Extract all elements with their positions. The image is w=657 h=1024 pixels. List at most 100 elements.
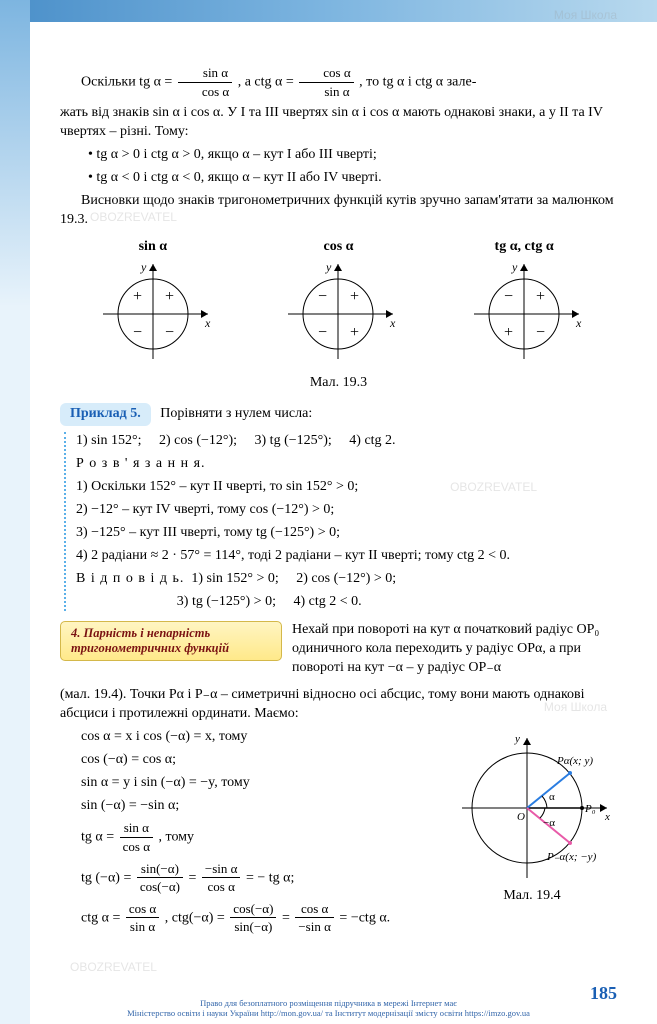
denominator: −sin α [295, 918, 334, 936]
text: tg (−α) = [81, 870, 135, 885]
text: tg α = [81, 830, 118, 845]
numerator: sin(−α) [137, 860, 183, 879]
section-heading-box: 4. Парність і непарність тригонометрични… [60, 621, 282, 661]
svg-text:y: y [514, 733, 520, 745]
fraction: cos α sin α [299, 64, 353, 100]
svg-text:x: x [389, 316, 396, 330]
denominator: cos α [120, 838, 153, 856]
answer-part: 3) tg (−125°) > 0; 4) ctg 2 < 0. [177, 593, 617, 612]
fraction: cos α−sin α [295, 900, 334, 936]
svg-text:O: O [517, 811, 525, 823]
example-label: Приклад 5. [60, 403, 151, 426]
diagram-tg: tg α, ctg α − + + − x y [464, 239, 584, 369]
numerator: cos α [299, 64, 353, 83]
text: , ctg(−α) = [165, 910, 229, 925]
numerator: cos α [295, 900, 334, 919]
text: = −ctg α. [339, 910, 390, 925]
unit-circle-svg: − + + − x y [464, 259, 584, 369]
fraction: sin(−α)cos(−α) [137, 860, 183, 896]
diagram-sin: sin α ++ −− x y [93, 239, 213, 369]
diagram-cos: cos α − + − + x y [278, 239, 398, 369]
eq: ctg α = cos αsin α , ctg(−α) = cos(−α)si… [81, 900, 617, 936]
bullet: • tg α > 0 і ctg α > 0, якщо α – кут І а… [88, 146, 617, 165]
step: 2) −12° – кут IV чверті, тому cos (−12°)… [76, 501, 617, 520]
svg-text:−: − [318, 324, 327, 341]
svg-text:+: + [504, 324, 513, 341]
svg-text:−: − [536, 324, 545, 341]
svg-text:Pα(x; y): Pα(x; y) [556, 755, 593, 767]
fraction: sin αcos α [120, 819, 153, 855]
answer-part: 1) sin 152° > 0; 2) cos (−12°) > 0; [191, 571, 396, 586]
denominator: cos α [202, 878, 241, 896]
text: , тому [159, 830, 195, 845]
denominator: sin α [299, 83, 353, 101]
svg-text:−: − [504, 288, 513, 305]
footer: Право для безоплатного розміщення підруч… [0, 998, 657, 1018]
diagram-title: tg α, ctg α [464, 239, 584, 255]
svg-text:α: α [549, 791, 555, 803]
denominator: sin α [126, 918, 159, 936]
diagram-19-4: x y O α −α P₀ Pα(x; y) P₋α(x; −y) Мал. 1… [447, 728, 617, 904]
diagram-title: sin α [93, 239, 213, 255]
svg-text:+: + [350, 288, 359, 305]
unit-circle-svg: − + − + x y [278, 259, 398, 369]
intro-line2: жать від знаків sin α і cos α. У І та ІІ… [60, 104, 617, 142]
intro-line1: Оскільки tg α = sin α cos α , а ctg α = … [60, 64, 617, 100]
text: , а ctg α = [238, 74, 298, 89]
rozv-label: Р о з в ' я з а н н я. [76, 455, 617, 474]
text: Оскільки tg α = [81, 74, 176, 89]
example-items: 1) sin 152°; 2) cos (−12°); 3) tg (−125°… [76, 432, 617, 451]
denominator: sin(−α) [230, 918, 276, 936]
text: = − tg α; [246, 870, 294, 885]
example-body: 1) sin 152°; 2) cos (−12°); 3) tg (−125°… [64, 432, 617, 611]
text: ctg α = [81, 910, 124, 925]
section-para: (мал. 19.4). Точки Pα і P₋α – симетричні… [60, 686, 617, 724]
fraction: sin α cos α [178, 64, 232, 100]
svg-text:y: y [511, 260, 518, 274]
fraction: cos(−α)sin(−α) [230, 900, 276, 936]
svg-text:x: x [204, 316, 211, 330]
svg-text:P₋α(x; −y): P₋α(x; −y) [546, 851, 597, 863]
watermark: OBOZREVATEL [70, 960, 157, 974]
numerator: sin α [120, 819, 153, 838]
answer-label: В і д п о в і д ь. [76, 571, 184, 586]
bullet: • tg α < 0 і ctg α < 0, якщо α – кут ІІ … [88, 169, 617, 188]
footer-line: Право для безоплатного розміщення підруч… [0, 998, 657, 1008]
svg-text:+: + [350, 324, 359, 341]
svg-text:x: x [604, 811, 610, 823]
numerator: cos(−α) [230, 900, 276, 919]
fraction: cos αsin α [126, 900, 159, 936]
figure-caption: Мал. 19.3 [60, 375, 617, 391]
svg-text:+: + [133, 288, 142, 305]
answer: В і д п о в і д ь. 1) sin 152° > 0; 2) c… [76, 570, 617, 589]
left-decor [0, 0, 30, 1024]
text: = [282, 910, 293, 925]
svg-text:P₀: P₀ [584, 803, 596, 815]
svg-text:−α: −α [543, 817, 555, 829]
example-prompt: Порівняти з нулем числа: [160, 406, 312, 421]
svg-text:y: y [325, 260, 332, 274]
text: = [188, 870, 199, 885]
figure-caption: Мал. 19.4 [447, 888, 617, 904]
step: 3) −125° – кут ІІІ чверті, тому tg (−125… [76, 524, 617, 543]
denominator: cos(−α) [137, 878, 183, 896]
fraction: −sin αcos α [202, 860, 241, 896]
svg-text:x: x [575, 316, 582, 330]
text: , то tg α і ctg α зале- [359, 74, 476, 89]
step: 1) Оскільки 152° – кут ІІ чверті, то sin… [76, 478, 617, 497]
svg-text:+: + [165, 288, 174, 305]
unit-circle-svg: ++ −− x y [93, 259, 213, 369]
denominator: cos α [178, 83, 232, 101]
section-4-block: 4. Парність і непарність тригонометрични… [60, 621, 617, 682]
svg-text:y: y [140, 260, 147, 274]
svg-text:+: + [536, 288, 545, 305]
numerator: cos α [126, 900, 159, 919]
svg-text:−: − [165, 324, 174, 341]
svg-text:−: − [318, 288, 327, 305]
intro-line3: Висновки щодо знаків тригонометричних фу… [60, 192, 617, 230]
unit-circle-angle-svg: x y O α −α P₀ Pα(x; y) P₋α(x; −y) [447, 728, 617, 888]
example-header: Приклад 5. Порівняти з нулем числа: [60, 403, 617, 426]
numerator: −sin α [202, 860, 241, 879]
header-decor [0, 0, 657, 22]
diagram-title: cos α [278, 239, 398, 255]
